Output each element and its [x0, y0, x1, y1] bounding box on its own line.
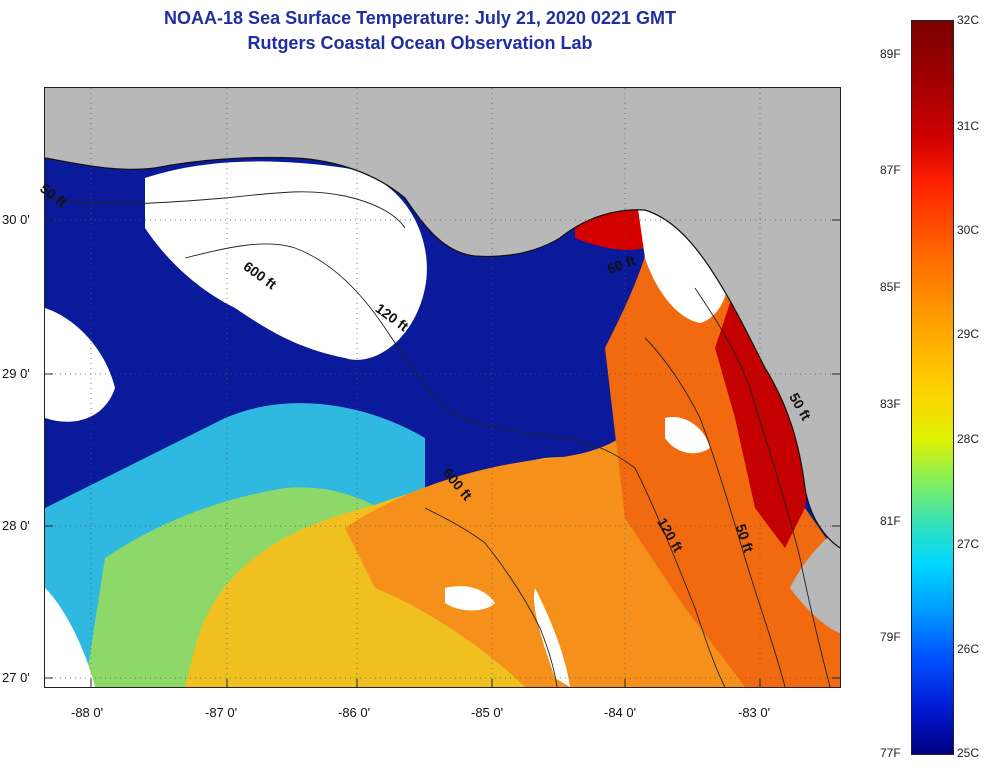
- cloud-patch: [665, 417, 710, 454]
- sst-map: [44, 87, 841, 688]
- cloud-patch: [445, 586, 495, 611]
- longitude-label: -83 0': [738, 705, 771, 720]
- map-title: NOAA-18 Sea Surface Temperature: July 21…: [164, 8, 676, 28]
- contour-120ft: [644, 337, 786, 687]
- colorbar-celsius-label: 29C: [957, 327, 980, 341]
- longitude-label: -87 0': [205, 705, 238, 720]
- colorbar-fahrenheit-label: 83F: [880, 397, 901, 411]
- cloud-patch: [45, 308, 115, 422]
- latitude-label: 30 0': [2, 212, 30, 227]
- map-subtitle: Rutgers Coastal Ocean Observation Lab: [247, 33, 593, 53]
- colorbar-celsius-label: 31C: [957, 119, 980, 133]
- colorbar-celsius-label: 28C: [957, 432, 980, 446]
- colorbar-fahrenheit-label: 85F: [880, 280, 901, 294]
- latitude-label: 28 0': [2, 518, 30, 533]
- contour-600ft: [184, 243, 726, 687]
- longitude-label: -85 0': [471, 705, 504, 720]
- colorbar-celsius-label: 26C: [957, 642, 980, 656]
- colorbar-fahrenheit-label: 77F: [880, 746, 901, 760]
- cloud-patch: [45, 588, 95, 687]
- land-mass: [790, 528, 840, 633]
- temperature-colorbar: [911, 20, 954, 755]
- colorbar-celsius-label: 32C: [957, 13, 980, 27]
- sst-map-canvas: [45, 88, 840, 687]
- colorbar-celsius-label: 30C: [957, 223, 980, 237]
- contour-600ft: [424, 507, 558, 687]
- longitude-label: -86 0': [338, 705, 371, 720]
- colorbar-fahrenheit-label: 81F: [880, 514, 901, 528]
- cloud-patch: [534, 588, 570, 687]
- land-mass: [45, 88, 840, 548]
- frame-ticks: [45, 219, 840, 687]
- coastline: [45, 156, 840, 549]
- cloud-patch: [635, 187, 729, 323]
- colorbar-celsius-label: 27C: [957, 537, 980, 551]
- contour-50ft: [45, 191, 406, 229]
- latitude-label: 27 0': [2, 670, 30, 685]
- longitude-label: -88 0': [71, 705, 104, 720]
- cloud-patch: [145, 161, 427, 360]
- contour-50ft: [694, 287, 831, 687]
- longitude-label: -84 0': [604, 705, 637, 720]
- colorbar-fahrenheit-label: 79F: [880, 630, 901, 644]
- colorbar-fahrenheit-label: 87F: [880, 163, 901, 177]
- latitude-label: 29 0': [2, 366, 30, 381]
- colorbar-fahrenheit-label: 89F: [880, 47, 901, 61]
- colorbar-celsius-label: 25C: [957, 746, 980, 760]
